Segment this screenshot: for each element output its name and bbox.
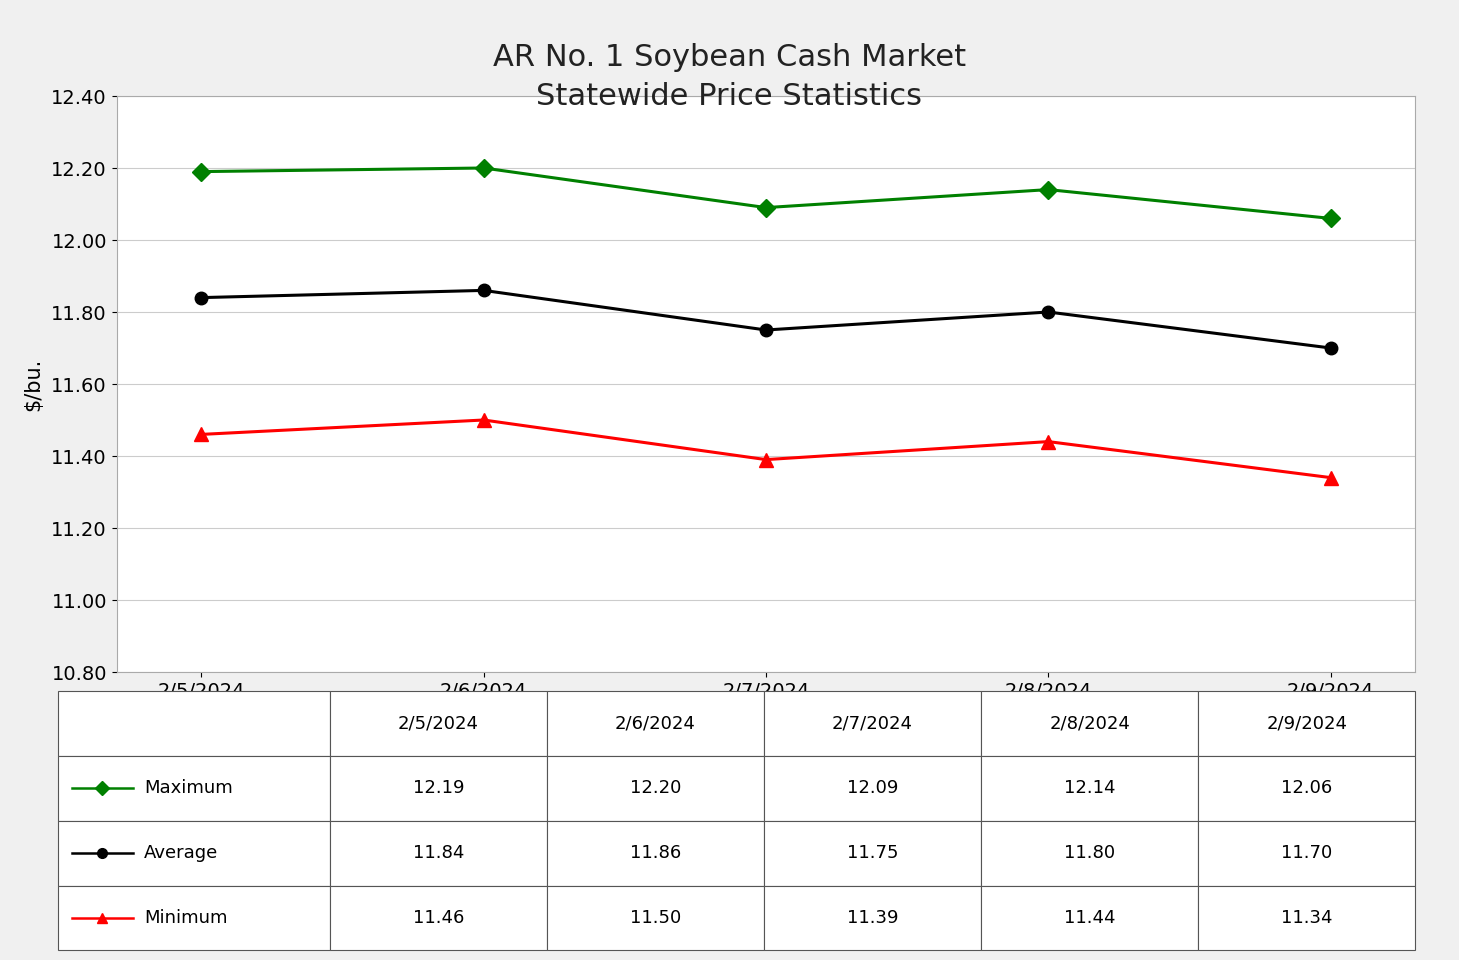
Text: Minimum: Minimum bbox=[144, 909, 228, 927]
Text: 11.50: 11.50 bbox=[630, 909, 681, 927]
Text: 11.84: 11.84 bbox=[413, 844, 464, 862]
Bar bbox=[547, 691, 765, 756]
Bar bbox=[765, 821, 980, 885]
Bar bbox=[1198, 885, 1415, 950]
Bar bbox=[765, 691, 980, 756]
Text: 2/8/2024: 2/8/2024 bbox=[1049, 714, 1131, 732]
Text: 11.75: 11.75 bbox=[846, 844, 899, 862]
Bar bbox=[547, 885, 765, 950]
Bar bbox=[980, 691, 1198, 756]
Bar bbox=[58, 691, 330, 756]
Bar bbox=[980, 756, 1198, 821]
Bar bbox=[58, 885, 330, 950]
Text: 2/7/2024: 2/7/2024 bbox=[832, 714, 913, 732]
Text: 11.70: 11.70 bbox=[1281, 844, 1332, 862]
Bar bbox=[330, 885, 547, 950]
Bar bbox=[765, 885, 980, 950]
Bar bbox=[547, 756, 765, 821]
Text: Average: Average bbox=[144, 844, 217, 862]
Text: 12.19: 12.19 bbox=[413, 780, 464, 798]
Text: 2/5/2024: 2/5/2024 bbox=[398, 714, 479, 732]
Text: 11.34: 11.34 bbox=[1281, 909, 1332, 927]
Text: 11.80: 11.80 bbox=[1064, 844, 1115, 862]
Text: 11.39: 11.39 bbox=[846, 909, 899, 927]
Y-axis label: $/bu.: $/bu. bbox=[23, 357, 42, 411]
Text: 12.06: 12.06 bbox=[1281, 780, 1332, 798]
Bar bbox=[330, 756, 547, 821]
Bar bbox=[547, 821, 765, 885]
Bar bbox=[58, 756, 330, 821]
Bar bbox=[1198, 756, 1415, 821]
Text: 12.20: 12.20 bbox=[630, 780, 681, 798]
Text: AR No. 1 Soybean Cash Market: AR No. 1 Soybean Cash Market bbox=[493, 43, 966, 72]
Bar bbox=[330, 821, 547, 885]
Bar bbox=[980, 821, 1198, 885]
Text: 12.09: 12.09 bbox=[846, 780, 899, 798]
Bar bbox=[330, 691, 547, 756]
Text: Maximum: Maximum bbox=[144, 780, 232, 798]
Bar bbox=[980, 885, 1198, 950]
Text: 11.46: 11.46 bbox=[413, 909, 464, 927]
Text: 2/9/2024: 2/9/2024 bbox=[1266, 714, 1347, 732]
Bar bbox=[1198, 821, 1415, 885]
Bar bbox=[1198, 691, 1415, 756]
Bar bbox=[58, 821, 330, 885]
Text: 11.86: 11.86 bbox=[630, 844, 681, 862]
Bar bbox=[765, 756, 980, 821]
Text: Statewide Price Statistics: Statewide Price Statistics bbox=[537, 82, 922, 110]
Text: 12.14: 12.14 bbox=[1064, 780, 1115, 798]
Text: 2/6/2024: 2/6/2024 bbox=[614, 714, 696, 732]
Text: 11.44: 11.44 bbox=[1064, 909, 1115, 927]
